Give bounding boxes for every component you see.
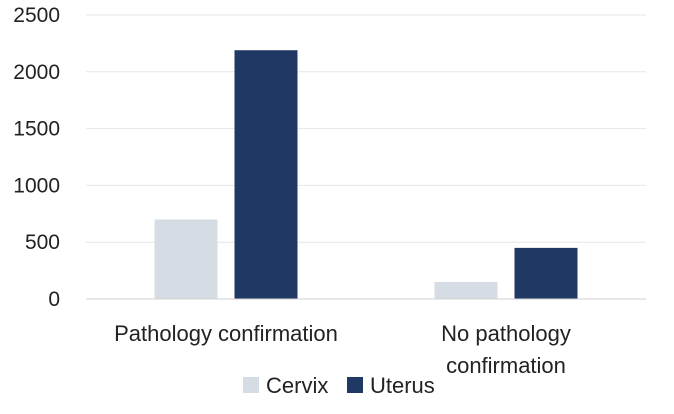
y-tick-label-0: 0 xyxy=(48,288,60,311)
y-tick-label-1000: 1000 xyxy=(13,174,60,197)
x-category-label-1: No pathology confirmation xyxy=(441,321,571,378)
y-tick-label-1500: 1500 xyxy=(13,118,60,141)
bar-cervix-1 xyxy=(434,281,498,299)
bar-uterus-1 xyxy=(514,247,578,299)
y-axis-tick-labels: 0 500 1000 1500 2000 2500 xyxy=(13,4,60,311)
y-tick-label-2500: 2500 xyxy=(13,4,60,27)
legend-label-uterus: Uterus xyxy=(370,373,435,398)
legend-label-cervix: Cervix xyxy=(266,373,328,398)
bars xyxy=(154,50,578,299)
x-category-label-0: Pathology confirmation xyxy=(114,321,338,346)
y-tick-label-2000: 2000 xyxy=(13,61,60,84)
bar-uterus-0 xyxy=(234,50,298,299)
legend-swatch-uterus xyxy=(347,377,363,393)
y-tick-label-500: 500 xyxy=(25,231,60,254)
x-axis-category-labels: Pathology confirmation No pathology confir… xyxy=(114,321,571,378)
bar-cervix-0 xyxy=(154,219,218,299)
legend-swatch-cervix xyxy=(243,377,259,393)
gridlines xyxy=(86,14,646,243)
legend: Cervix Uterus xyxy=(243,373,435,398)
